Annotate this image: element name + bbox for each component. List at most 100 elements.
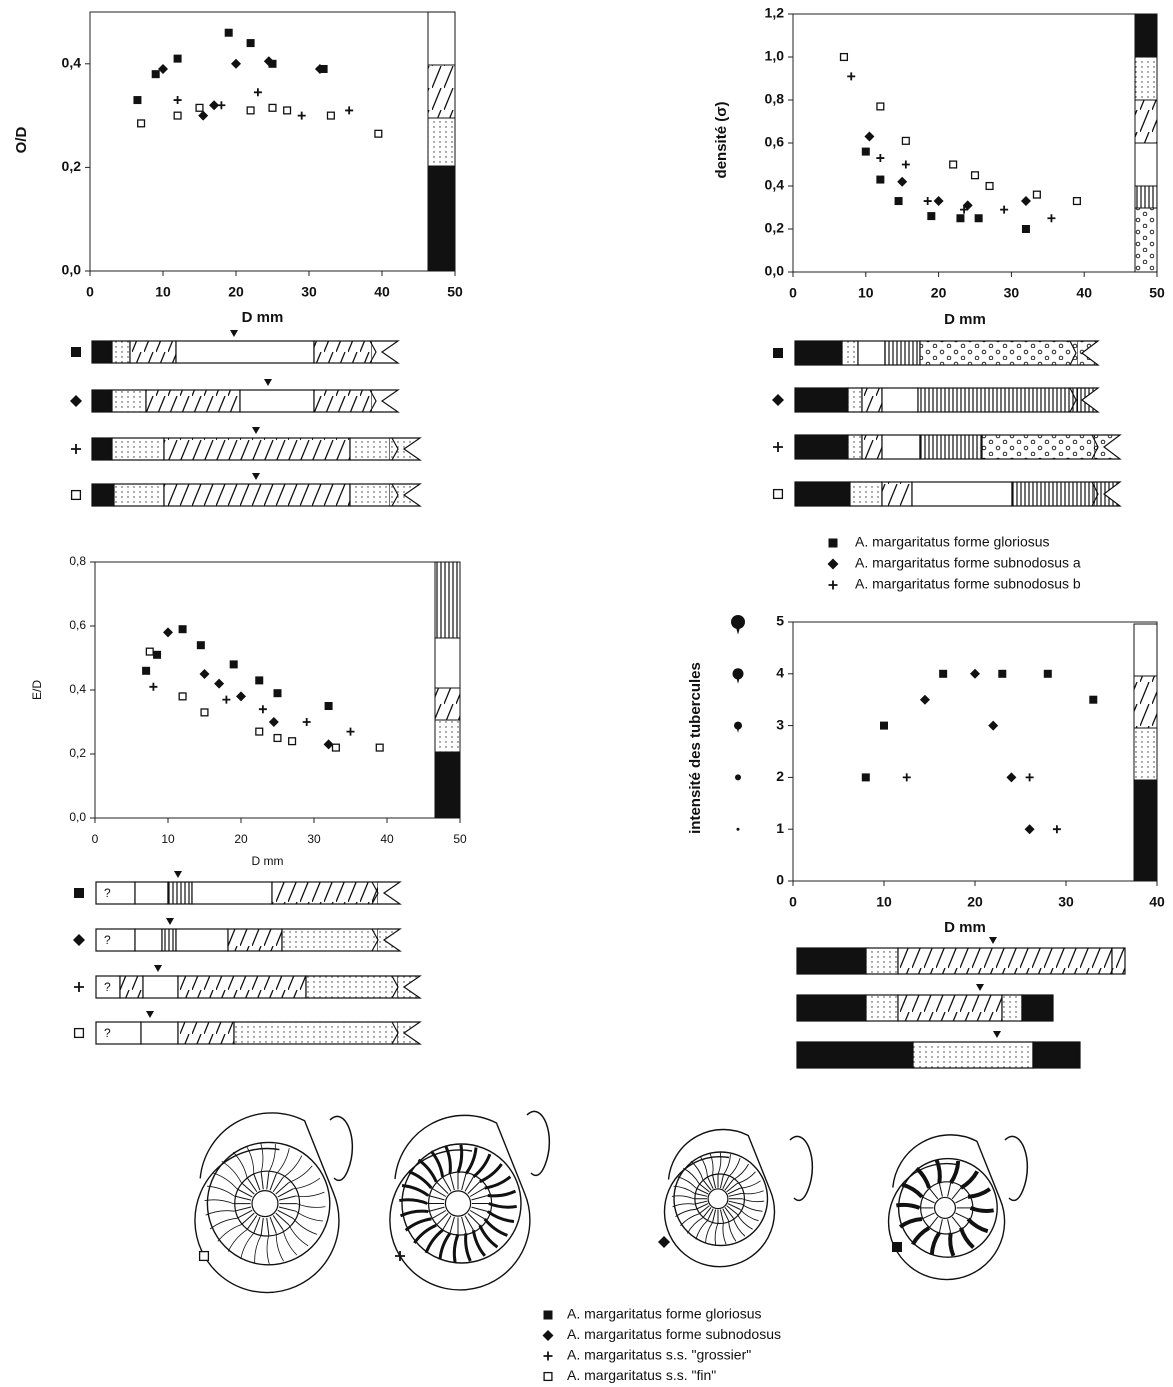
x-tick-label: 0 <box>92 832 99 846</box>
data-point <box>880 721 888 730</box>
ammonite-rib <box>921 1212 935 1220</box>
row-symbol <box>772 394 784 406</box>
growth-marker <box>252 427 260 434</box>
ammonite-rib <box>695 1203 709 1210</box>
x-tick-label: 20 <box>228 284 244 300</box>
ammonite-rib <box>404 1217 432 1232</box>
ammonite-rib <box>732 1217 746 1237</box>
ammonite-shell <box>887 1134 1006 1281</box>
ammonite-rib <box>212 1172 238 1190</box>
tubercle-icon <box>736 725 740 733</box>
bar-segment <box>857 340 886 366</box>
ammonite-rib <box>269 1173 277 1191</box>
bar-end <box>378 881 402 905</box>
ammonite-rib <box>275 1182 290 1195</box>
x-tick-label: 40 <box>1149 894 1165 910</box>
data-point <box>960 205 969 214</box>
ammonite-rib <box>898 1216 923 1229</box>
y-axis-label: intensité des tubercules <box>687 662 704 834</box>
data-point <box>1006 772 1017 783</box>
ammonite-rib <box>424 1228 444 1254</box>
bar-segment <box>794 481 851 507</box>
row-symbol <box>74 982 84 992</box>
ammonite-whorl <box>401 1143 522 1264</box>
ammonite <box>663 1128 776 1268</box>
y-tick-label: 1,0 <box>765 48 785 64</box>
legend-label: A. margaritatus s.s. "fin" <box>567 1367 716 1383</box>
ammonite-rib <box>967 1187 992 1199</box>
bar-end-fold <box>1069 387 1077 413</box>
ammonite-rib <box>728 1200 742 1205</box>
ammonite-rib <box>452 1233 460 1263</box>
ammonite-rib <box>269 1216 277 1234</box>
ammonite-rib <box>275 1233 284 1262</box>
bar-segment <box>1001 994 1023 1022</box>
bar-end <box>398 1021 422 1045</box>
ammonite-rib <box>728 1158 741 1178</box>
ammonite-rib <box>461 1173 467 1191</box>
bar-segment <box>919 340 1079 366</box>
ammonite-rib <box>217 1224 242 1242</box>
ammonite-rib <box>702 1179 712 1191</box>
data-point <box>998 669 1007 678</box>
legend-symbol <box>543 1351 553 1361</box>
data-point <box>200 708 209 717</box>
ammonite-rib <box>296 1203 326 1208</box>
ammonite-rib <box>726 1183 738 1193</box>
ammonite-rib <box>278 1206 296 1212</box>
growth-marker <box>993 1031 1001 1038</box>
bar-segment <box>865 947 899 975</box>
ammonite-rib <box>254 1234 262 1264</box>
data-point <box>1047 214 1056 223</box>
ammonite-whorl <box>251 1190 279 1218</box>
row-symbol <box>71 444 81 454</box>
x-tick-label: 0 <box>789 894 797 910</box>
x-tick-label: 40 <box>374 284 390 300</box>
data-point <box>927 212 936 221</box>
data-point <box>374 129 383 138</box>
data-point <box>302 718 311 726</box>
ammonite-rib <box>915 1166 931 1189</box>
ammonite-symbol <box>892 1242 902 1252</box>
ammonite-rib <box>948 1232 956 1257</box>
ammonite-rib <box>921 1196 935 1204</box>
x-axis-label: D mm <box>944 919 986 936</box>
data-point <box>1032 190 1041 199</box>
ammonite-rib <box>240 1212 255 1225</box>
ammonite-rib <box>707 1176 714 1190</box>
ammonite-rib <box>246 1177 258 1193</box>
bar-segment <box>794 340 843 366</box>
ammonite-rib <box>275 1148 290 1175</box>
ammonite-rib <box>901 1182 924 1199</box>
ammonite-rib <box>727 1187 741 1195</box>
ammonite-rib <box>234 1206 252 1212</box>
bar-segment <box>91 389 113 413</box>
ammonite-rib <box>673 1185 695 1194</box>
bar-segment <box>177 1021 235 1045</box>
data-point <box>231 58 241 69</box>
bar-end <box>1095 481 1122 507</box>
ammonite-rib <box>719 1209 724 1223</box>
data-point <box>901 160 910 169</box>
y-tick-label: 0,2 <box>765 220 785 236</box>
ammonite-rib <box>690 1160 704 1180</box>
ammonite-rib <box>955 1212 969 1220</box>
row-symbol <box>772 488 784 500</box>
side-segment <box>434 719 461 753</box>
y-tick-label: 0,4 <box>62 55 82 71</box>
data-point <box>1024 824 1035 835</box>
ammonite-rib <box>687 1217 704 1234</box>
ammonite-rib <box>736 1213 753 1230</box>
ammonite-rib <box>413 1223 437 1244</box>
ammonite-rib <box>680 1213 700 1227</box>
ammonite-rib <box>438 1232 452 1260</box>
bar-segment <box>865 994 899 1022</box>
ammonite-rib <box>694 1192 708 1197</box>
data-point <box>323 739 334 750</box>
data-point <box>149 682 158 691</box>
data-point <box>273 689 282 698</box>
ammonite-rib <box>469 1187 485 1197</box>
x-tick-label: 50 <box>453 832 467 846</box>
data-point <box>246 106 255 115</box>
data-point <box>1020 196 1031 207</box>
